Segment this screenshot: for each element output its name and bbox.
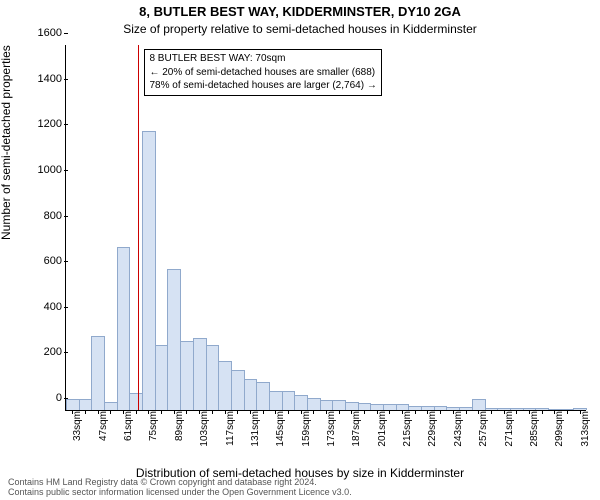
x-tick-mark bbox=[567, 410, 568, 414]
histogram-bar bbox=[256, 382, 270, 410]
x-tick-label: 47sqm bbox=[98, 411, 109, 441]
histogram-bar bbox=[294, 395, 308, 410]
footer-line-2: Contains public sector information licen… bbox=[8, 487, 352, 497]
x-tick-mark bbox=[288, 410, 289, 414]
legend-line-smaller: ← 20% of semi-detached houses are smalle… bbox=[149, 66, 376, 80]
histogram-bar bbox=[167, 269, 181, 410]
x-tick-mark bbox=[542, 410, 543, 414]
x-tick-label: 131sqm bbox=[250, 411, 261, 447]
x-tick-label: 61sqm bbox=[123, 411, 134, 441]
histogram-bar bbox=[206, 345, 220, 410]
histogram-bar bbox=[307, 398, 321, 410]
y-tick: 1000 bbox=[22, 164, 62, 176]
x-tick-mark bbox=[415, 410, 416, 414]
histogram-bar bbox=[180, 341, 194, 410]
y-tick: 1400 bbox=[22, 73, 62, 85]
x-tick-label: 159sqm bbox=[301, 411, 312, 447]
x-tick-label: 89sqm bbox=[174, 411, 185, 441]
chart-title: 8, BUTLER BEST WAY, KIDDERMINSTER, DY10 … bbox=[0, 4, 600, 19]
legend-line-larger: 78% of semi-detached houses are larger (… bbox=[149, 79, 376, 93]
histogram-bar bbox=[472, 399, 486, 410]
chart-subtitle: Size of property relative to semi-detach… bbox=[0, 22, 600, 36]
histogram-bar bbox=[332, 400, 346, 410]
legend-line-property: 8 BUTLER BEST WAY: 70sqm bbox=[149, 52, 376, 66]
x-tick-label: 33sqm bbox=[72, 411, 83, 441]
x-tick-label: 103sqm bbox=[199, 411, 210, 447]
histogram-bar bbox=[117, 247, 131, 410]
histogram-bar bbox=[104, 402, 118, 410]
histogram-bar bbox=[320, 400, 334, 410]
footer-line-1: Contains HM Land Registry data © Crown c… bbox=[8, 477, 352, 487]
y-tick: 600 bbox=[22, 255, 62, 267]
x-tick-mark bbox=[339, 410, 340, 414]
x-tick-mark bbox=[186, 410, 187, 414]
x-tick-mark bbox=[491, 410, 492, 414]
y-tick: 200 bbox=[22, 346, 62, 358]
y-tick: 0 bbox=[22, 392, 62, 404]
x-tick-mark bbox=[466, 410, 467, 414]
x-tick-label: 271sqm bbox=[504, 411, 515, 447]
histogram-bar bbox=[358, 403, 372, 410]
histogram-bar bbox=[142, 131, 156, 410]
histogram-bar bbox=[345, 402, 359, 410]
x-tick-mark bbox=[110, 410, 111, 414]
histogram-bar bbox=[244, 379, 258, 410]
x-tick-mark bbox=[161, 410, 162, 414]
x-tick-label: 215sqm bbox=[402, 411, 413, 447]
x-tick-mark bbox=[389, 410, 390, 414]
histogram-bar bbox=[282, 391, 296, 410]
histogram-bar bbox=[79, 399, 93, 410]
histogram-bar bbox=[193, 338, 207, 410]
y-axis-label: Number of semi-detached properties bbox=[0, 45, 13, 240]
histogram-bar bbox=[231, 370, 245, 410]
x-tick-mark bbox=[313, 410, 314, 414]
y-tick: 400 bbox=[22, 301, 62, 313]
histogram-bar bbox=[129, 393, 143, 410]
x-tick-label: 257sqm bbox=[478, 411, 489, 447]
x-tick-mark bbox=[237, 410, 238, 414]
histogram-bar bbox=[155, 345, 169, 410]
x-tick-label: 313sqm bbox=[580, 411, 591, 447]
x-tick-label: 145sqm bbox=[275, 411, 286, 447]
x-tick-mark bbox=[364, 410, 365, 414]
x-tick-label: 117sqm bbox=[225, 411, 236, 446]
histogram-bar bbox=[269, 391, 283, 410]
footer-attribution: Contains HM Land Registry data © Crown c… bbox=[8, 477, 352, 497]
y-tick: 800 bbox=[22, 210, 62, 222]
x-tick-label: 173sqm bbox=[326, 411, 337, 447]
x-tick-label: 299sqm bbox=[554, 411, 565, 447]
y-tick: 1200 bbox=[22, 118, 62, 130]
x-tick-mark bbox=[212, 410, 213, 414]
x-tick-label: 229sqm bbox=[427, 411, 438, 447]
x-tick-label: 75sqm bbox=[148, 411, 159, 441]
x-tick-label: 243sqm bbox=[453, 411, 464, 447]
x-tick-label: 285sqm bbox=[529, 411, 540, 447]
x-tick-mark bbox=[85, 410, 86, 414]
bars-layer bbox=[66, 45, 586, 410]
histogram-bar bbox=[66, 399, 80, 410]
x-tick-mark bbox=[440, 410, 441, 414]
x-tick-mark bbox=[136, 410, 137, 414]
reference-line bbox=[138, 45, 139, 410]
plot-area: 8 BUTLER BEST WAY: 70sqm ← 20% of semi-d… bbox=[65, 45, 586, 411]
x-tick-mark bbox=[263, 410, 264, 414]
x-tick-label: 201sqm bbox=[377, 411, 388, 447]
legend-box: 8 BUTLER BEST WAY: 70sqm ← 20% of semi-d… bbox=[144, 49, 381, 96]
x-tick-mark bbox=[516, 410, 517, 414]
x-tick-label: 187sqm bbox=[351, 411, 362, 447]
histogram-bar bbox=[91, 336, 105, 410]
histogram-bar bbox=[218, 361, 232, 410]
y-tick: 1600 bbox=[22, 27, 62, 39]
